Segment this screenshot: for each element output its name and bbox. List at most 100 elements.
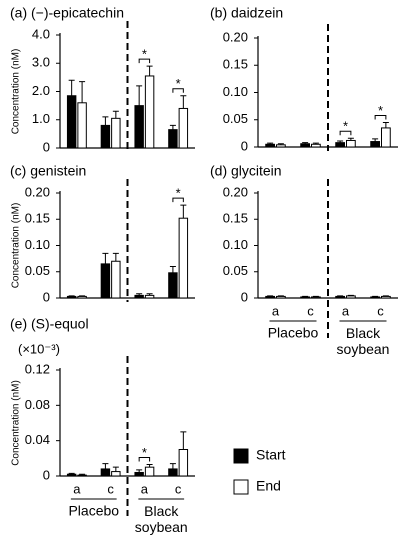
x-tick-label: a <box>272 303 280 318</box>
bar <box>100 468 111 477</box>
error-bar <box>68 79 75 96</box>
sig-label: * <box>378 103 383 118</box>
error-bar <box>112 252 119 262</box>
bar <box>100 124 111 149</box>
y-tick-label: 0.08 <box>25 397 50 412</box>
y-tick-label: 3.0 <box>32 55 50 70</box>
bar <box>335 295 345 299</box>
x-tick-label: a <box>342 303 350 318</box>
error-bar <box>337 295 344 297</box>
legend-label: Start <box>256 447 286 463</box>
bar <box>168 129 178 149</box>
y-tick-label: 0.05 <box>223 263 248 278</box>
y-axis-title: Concentration (nM) <box>11 203 22 289</box>
bar <box>168 272 178 299</box>
bar <box>300 143 310 148</box>
sig-bracket <box>172 88 184 93</box>
y-tick-label: 0.15 <box>223 57 248 72</box>
y-tick-label: 0 <box>43 467 50 482</box>
legend-swatch <box>233 479 249 495</box>
error-bar <box>267 142 274 145</box>
bar <box>144 466 155 477</box>
bar <box>335 142 345 148</box>
error-bar <box>79 295 86 297</box>
bar <box>265 143 275 148</box>
bar <box>111 471 121 477</box>
y-tick-label: 0.10 <box>25 237 50 252</box>
bar <box>100 263 111 299</box>
bar <box>134 105 144 149</box>
error-bar <box>68 295 75 297</box>
error-bar <box>277 295 284 297</box>
bar <box>168 468 178 477</box>
y-tick-label: 0.20 <box>25 184 50 199</box>
bar <box>311 143 321 148</box>
bar <box>178 449 189 477</box>
group-label: Placebo <box>68 503 119 519</box>
error-bar <box>382 121 389 128</box>
group-label: Black soybean <box>337 325 390 357</box>
group-label-line: soybean <box>135 519 188 535</box>
group-label-line: soybean <box>337 341 390 357</box>
bar <box>265 295 275 299</box>
bar <box>77 295 87 299</box>
error-bar <box>382 295 389 297</box>
panel-title: (c) genistein <box>10 163 86 179</box>
sig-label: * <box>142 47 147 62</box>
panel-title: (a) (−)-epicatechin <box>10 5 124 21</box>
bar <box>134 294 144 299</box>
y-tick-label: 2.0 <box>32 83 50 98</box>
error-bar <box>302 142 309 144</box>
sig-bracket <box>138 457 151 462</box>
bar <box>77 102 87 149</box>
sig-bracket <box>339 130 352 136</box>
error-bar <box>169 266 176 273</box>
error-bar <box>146 65 153 76</box>
bar <box>381 127 391 148</box>
legend-swatch <box>233 448 249 464</box>
bar <box>346 295 356 299</box>
error-bar <box>102 116 109 126</box>
error-bar <box>136 469 143 473</box>
bar <box>66 295 77 299</box>
y-tick-label: 0.15 <box>223 211 248 226</box>
error-bar <box>312 295 319 297</box>
sig-label: * <box>176 76 181 91</box>
error-bar <box>347 294 354 296</box>
x-tick-label: c <box>175 481 182 496</box>
error-bar <box>79 473 86 476</box>
y-tick-label: 0.05 <box>25 263 50 278</box>
y-unit: (×10⁻³) <box>18 341 60 356</box>
sig-bracket <box>374 114 387 120</box>
group-label-line: Black <box>144 503 179 519</box>
error-bar <box>372 138 379 142</box>
bar <box>346 139 356 148</box>
y-tick-label: 0 <box>241 138 248 153</box>
error-bar <box>180 431 187 450</box>
bar <box>77 474 87 477</box>
error-bar <box>372 295 379 297</box>
error-bar <box>146 464 153 468</box>
error-bar <box>169 463 176 469</box>
y-tick-label: 0.10 <box>223 84 248 99</box>
x-tick-label: c <box>307 303 314 318</box>
error-bar <box>136 85 143 106</box>
x-tick-label: a <box>141 481 149 496</box>
error-bar <box>312 142 319 145</box>
group-label-line: Black <box>346 325 381 341</box>
sig-label: * <box>142 445 147 460</box>
y-tick-label: 0.20 <box>223 29 248 44</box>
y-tick-label: 0.12 <box>25 361 50 376</box>
panel-title: (d) glycitein <box>210 163 282 179</box>
error-bar <box>180 95 187 109</box>
y-tick-label: 4.0 <box>32 26 50 41</box>
sig-bracket <box>172 197 184 203</box>
sig-label: * <box>176 186 181 201</box>
bar <box>276 144 286 148</box>
bar <box>144 294 155 299</box>
error-bar <box>112 110 119 119</box>
sig-label: * <box>343 119 348 134</box>
group-label: Placebo <box>268 325 319 341</box>
bar <box>276 295 286 299</box>
